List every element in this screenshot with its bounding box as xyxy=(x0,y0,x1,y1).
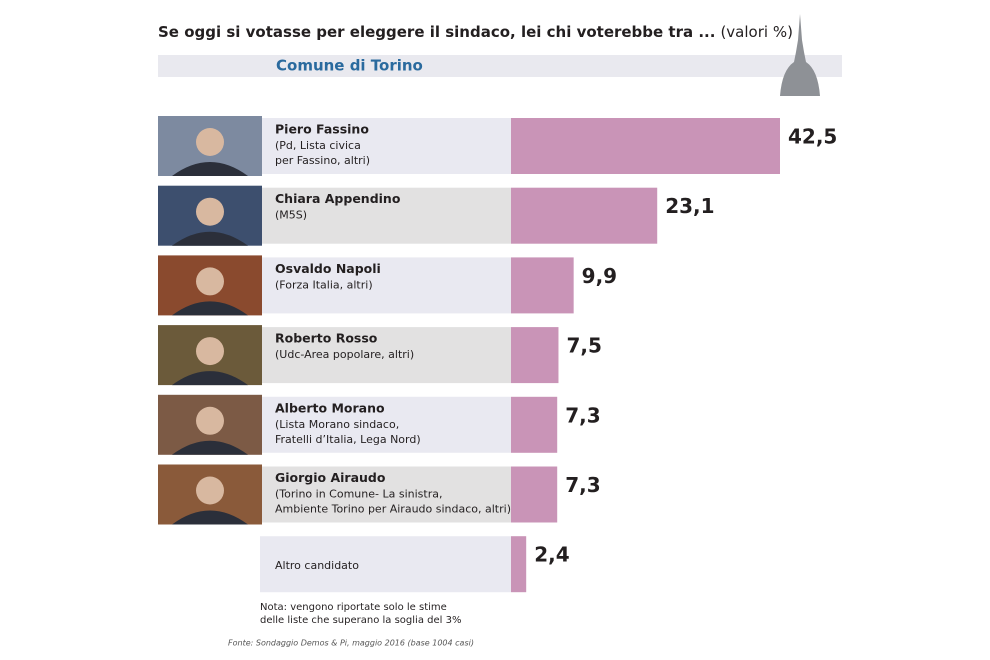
candidate-list: Fratelli d’Italia, Lega Nord) xyxy=(275,433,421,446)
candidate-name: Osvaldo Napoli xyxy=(275,261,381,276)
candidate-list: (M5S) xyxy=(275,209,307,222)
note: Nota: vengono riportate solo le stime xyxy=(260,602,447,613)
bar xyxy=(511,118,780,174)
candidate-name: Roberto Rosso xyxy=(275,331,378,346)
source: Fonte: Sondaggio Demos & Pi, maggio 2016… xyxy=(228,639,474,648)
photo-face xyxy=(196,476,224,505)
candidate-name: Chiara Appendino xyxy=(275,191,401,206)
candidate-list: (Udc-Area popolare, altri) xyxy=(275,348,414,361)
candidate-list: Ambiente Torino per Airaudo sindaco, alt… xyxy=(275,503,511,516)
mole-icon xyxy=(780,14,820,96)
value-label: 2,4 xyxy=(534,543,569,567)
photo-body xyxy=(172,371,248,386)
value-label: 7,3 xyxy=(565,403,600,427)
value-label: 9,9 xyxy=(582,264,617,288)
bar xyxy=(511,536,527,593)
candidate-name: Piero Fassino xyxy=(275,122,369,137)
value-label: 7,5 xyxy=(566,334,601,358)
photo-body xyxy=(172,440,248,455)
photo-body xyxy=(172,301,248,316)
bar xyxy=(511,187,658,244)
bar xyxy=(511,327,559,384)
photo-face xyxy=(196,197,224,226)
candidate-name: Alberto Morano xyxy=(275,400,385,415)
photo-face xyxy=(196,337,224,366)
candidate-list: (Torino in Comune- La sinistra, xyxy=(275,488,442,501)
bar xyxy=(511,396,558,453)
value-label: 7,3 xyxy=(565,473,600,497)
candidate-list: (Pd, Lista civica xyxy=(275,139,361,152)
candidate-name: Giorgio Airaudo xyxy=(275,470,386,485)
value-label: 42,5 xyxy=(788,125,837,149)
value-label: 23,1 xyxy=(665,194,714,218)
label-box xyxy=(260,536,511,593)
candidate-list: (Lista Morano sindaco, xyxy=(275,418,399,431)
photo-face xyxy=(196,406,224,435)
photo-face xyxy=(196,128,224,156)
bar xyxy=(511,257,574,314)
photo-body xyxy=(172,231,248,246)
photo-face xyxy=(196,267,224,296)
candidate-list: per Fassino, altri) xyxy=(275,154,370,167)
label-box xyxy=(262,327,511,384)
label-box xyxy=(262,187,511,244)
label-box xyxy=(262,118,511,174)
label-box xyxy=(262,466,511,523)
candidate-name: Altro candidato xyxy=(275,559,359,572)
candidate-list: (Forza Italia, altri) xyxy=(275,278,373,291)
bar xyxy=(511,466,558,523)
photo-body xyxy=(172,510,248,525)
chart-title: Se oggi si votasse per eleggere il sinda… xyxy=(158,23,793,41)
note: delle liste che superano la soglia del 3… xyxy=(260,615,461,626)
label-box xyxy=(262,396,511,453)
label-box xyxy=(262,257,511,314)
header-band xyxy=(158,55,842,77)
chart-subtitle: Comune di Torino xyxy=(276,57,423,75)
photo-body xyxy=(172,162,248,176)
